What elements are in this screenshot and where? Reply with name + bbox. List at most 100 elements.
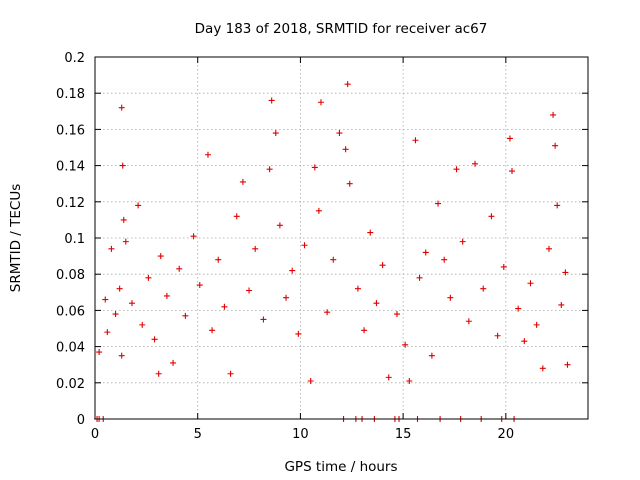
y-tick-label: 0.12 <box>56 196 85 211</box>
data-point <box>317 99 324 106</box>
data-point <box>521 338 528 345</box>
data-point <box>190 233 197 240</box>
data-point <box>155 370 162 377</box>
data-point <box>118 352 125 359</box>
data-point <box>402 341 409 348</box>
data-point <box>128 300 135 307</box>
x-tick-label: 10 <box>292 427 309 442</box>
data-point <box>554 202 561 209</box>
data-point <box>157 253 164 260</box>
data-point <box>488 213 495 220</box>
data-point <box>233 213 240 220</box>
y-tick-label: 0.06 <box>56 304 85 319</box>
y-axis-label: SRMTID / TECUs <box>8 184 24 292</box>
data-point <box>311 164 318 171</box>
data-point <box>508 168 515 175</box>
data-point <box>354 285 361 292</box>
data-point <box>276 222 283 229</box>
data-point <box>239 178 246 185</box>
tick-labels: 0 5 10 15 20 0 0.02 0.04 0.06 0.08 0.1 0.12 0.14 0.16… <box>56 51 514 442</box>
y-tick-label: 0 <box>77 413 85 428</box>
data-point <box>176 265 183 272</box>
data-point <box>96 349 103 356</box>
data-points <box>94 81 571 422</box>
data-point <box>112 311 119 318</box>
y-tick-label: 0.1 <box>64 232 85 247</box>
data-point <box>367 229 374 236</box>
x-axis-label: GPS time / hours <box>284 459 397 475</box>
data-point <box>453 166 460 173</box>
data-point <box>564 361 571 368</box>
data-point <box>435 200 442 207</box>
grid <box>95 57 588 419</box>
plot-frame <box>94 56 589 420</box>
data-point <box>336 130 343 137</box>
y-tick-label: 0.16 <box>56 123 85 138</box>
chart-title: Day 183 of 2018, SRMTID for receiver ac6… <box>195 21 488 37</box>
data-point <box>324 309 331 316</box>
data-point <box>108 245 115 252</box>
data-point <box>552 142 559 149</box>
data-point <box>295 330 302 337</box>
data-point <box>315 207 322 214</box>
data-point <box>447 294 454 301</box>
data-point <box>373 300 380 307</box>
data-point <box>151 336 158 343</box>
data-point <box>170 359 177 366</box>
data-point <box>558 301 565 308</box>
y-tick-label: 0.14 <box>56 160 85 175</box>
data-point <box>472 160 479 167</box>
data-point <box>139 321 146 328</box>
data-point <box>260 316 267 323</box>
data-point <box>459 238 466 245</box>
data-point <box>562 269 569 276</box>
data-point <box>545 245 552 252</box>
y-tick-label: 0.04 <box>56 341 85 356</box>
data-point <box>428 352 435 359</box>
data-point <box>104 329 111 336</box>
data-point <box>221 303 228 310</box>
y-tick-label: 0.08 <box>56 268 85 283</box>
data-point <box>122 238 129 245</box>
data-point <box>102 296 109 303</box>
data-point <box>246 287 253 294</box>
data-point <box>515 305 522 312</box>
data-point <box>342 146 349 153</box>
data-point <box>550 111 557 118</box>
data-point <box>289 267 296 274</box>
data-point <box>379 262 386 269</box>
data-point <box>196 282 203 289</box>
data-point <box>120 216 127 223</box>
x-tick-label: 20 <box>498 427 515 442</box>
data-point <box>119 162 126 169</box>
data-point <box>412 137 419 144</box>
data-point <box>500 263 507 270</box>
data-point <box>393 311 400 318</box>
data-point <box>330 256 337 263</box>
data-point <box>533 321 540 328</box>
data-point <box>539 365 546 372</box>
data-point <box>252 245 259 252</box>
data-point <box>301 242 308 249</box>
data-point <box>406 377 413 384</box>
data-point <box>494 332 501 339</box>
data-point <box>182 312 189 319</box>
data-point <box>385 374 392 381</box>
data-point <box>163 292 170 299</box>
x-tick-label: 0 <box>91 427 99 442</box>
data-point <box>441 256 448 263</box>
data-point <box>283 294 290 301</box>
x-tick-label: 15 <box>395 427 412 442</box>
data-point <box>268 97 275 104</box>
data-point <box>527 280 534 287</box>
data-point <box>480 285 487 292</box>
y-tick-label: 0.18 <box>56 87 85 102</box>
data-point <box>346 180 353 187</box>
data-point <box>307 377 314 384</box>
y-tick-label: 0.02 <box>56 377 85 392</box>
data-point <box>215 256 222 263</box>
x-tick-label: 5 <box>194 427 202 442</box>
y-tick-label: 0.2 <box>64 51 85 66</box>
